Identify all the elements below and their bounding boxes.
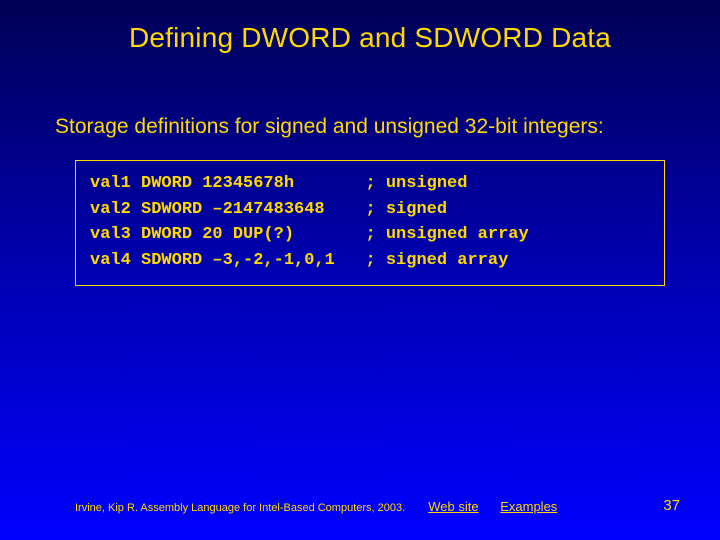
footer-links: Web site Examples — [428, 499, 575, 514]
page-number: 37 — [663, 497, 680, 514]
footer-credit: Irvine, Kip R. Assembly Language for Int… — [75, 502, 405, 514]
footer: Irvine, Kip R. Assembly Language for Int… — [0, 499, 720, 514]
slide-title: Defining DWORD and SDWORD Data — [0, 0, 720, 54]
link-website[interactable]: Web site — [428, 499, 478, 514]
link-examples[interactable]: Examples — [500, 499, 557, 514]
slide-description: Storage definitions for signed and unsig… — [0, 54, 720, 140]
code-block: val1 DWORD 12345678h ; unsigned val2 SDW… — [75, 160, 665, 286]
